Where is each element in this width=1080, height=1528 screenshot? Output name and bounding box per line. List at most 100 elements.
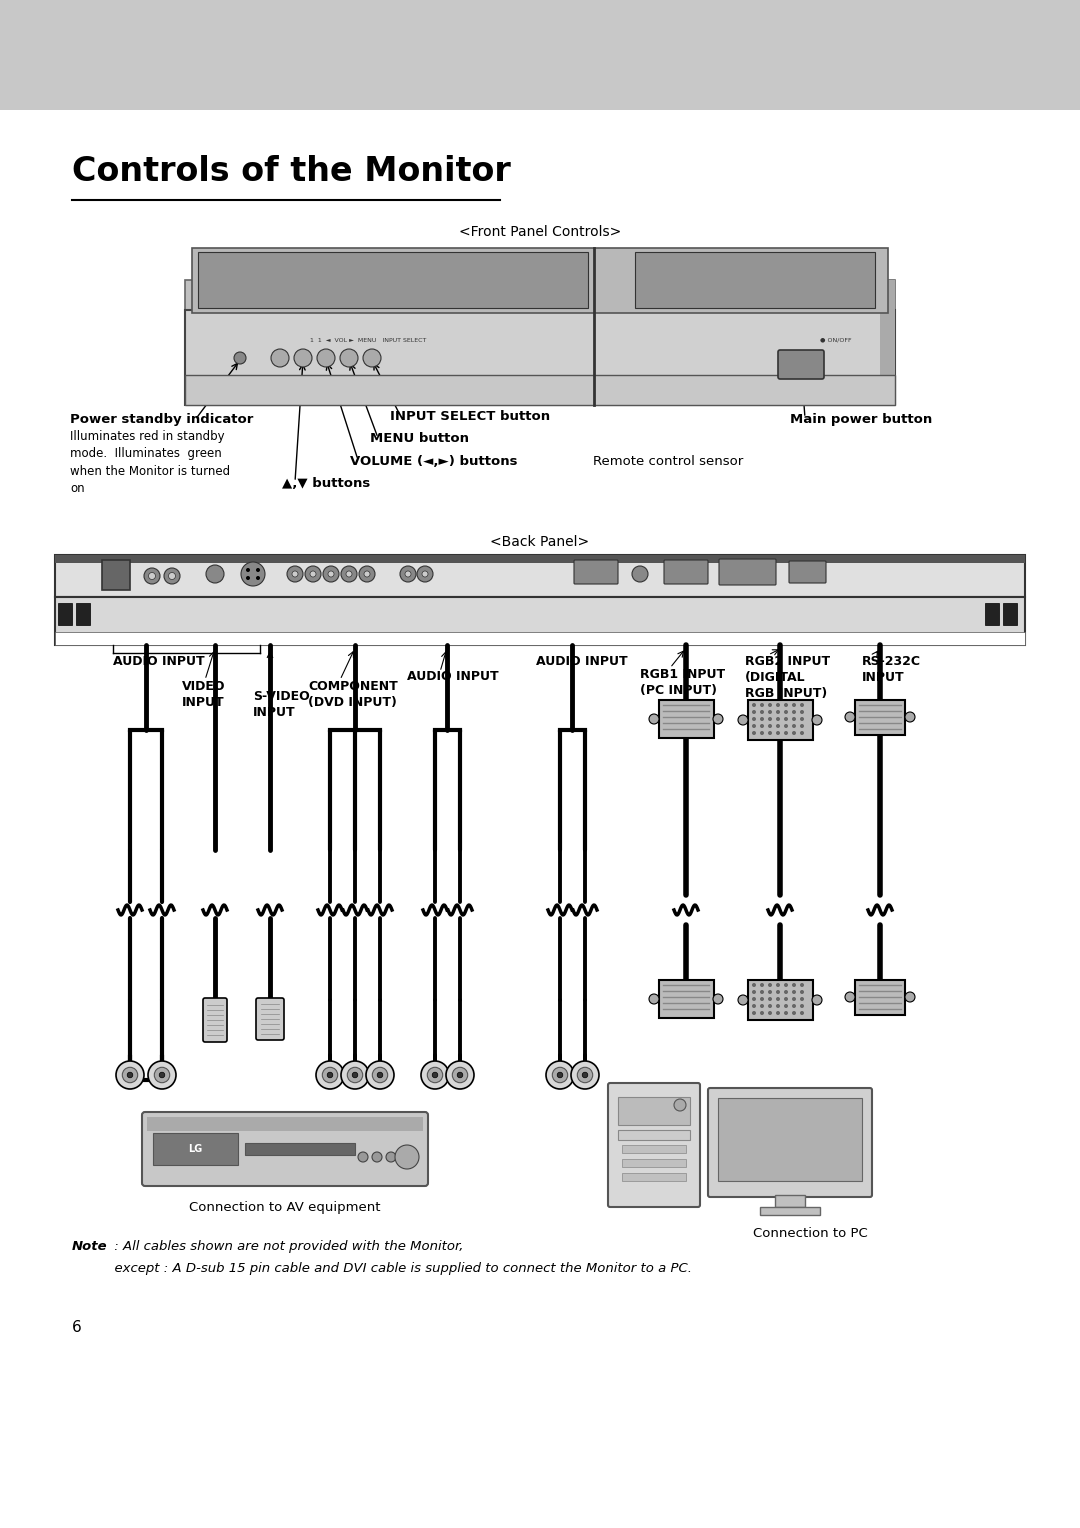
- Circle shape: [800, 996, 804, 1001]
- Circle shape: [632, 565, 648, 582]
- Circle shape: [768, 990, 772, 995]
- Circle shape: [777, 1004, 780, 1008]
- Bar: [618, 1131, 690, 1140]
- FancyBboxPatch shape: [719, 559, 777, 585]
- Text: LG: LG: [188, 1144, 202, 1154]
- Text: AUDIO INPUT: AUDIO INPUT: [113, 656, 204, 668]
- Circle shape: [546, 1060, 573, 1089]
- Bar: [880, 280, 895, 405]
- Circle shape: [760, 730, 764, 735]
- Circle shape: [800, 724, 804, 727]
- Circle shape: [457, 1073, 463, 1077]
- Circle shape: [428, 1067, 443, 1083]
- Circle shape: [552, 1067, 568, 1083]
- Text: Note: Note: [72, 1241, 108, 1253]
- Text: Connection to PC: Connection to PC: [753, 1227, 867, 1241]
- Circle shape: [246, 568, 249, 571]
- Circle shape: [287, 565, 303, 582]
- Circle shape: [752, 730, 756, 735]
- Circle shape: [784, 1004, 788, 1008]
- Circle shape: [395, 1144, 419, 1169]
- Circle shape: [777, 730, 780, 735]
- Circle shape: [800, 730, 804, 735]
- Circle shape: [154, 1067, 170, 1083]
- Circle shape: [557, 1073, 563, 1077]
- Circle shape: [377, 1073, 382, 1077]
- Circle shape: [792, 1012, 796, 1015]
- Circle shape: [372, 1152, 382, 1161]
- Text: Power standby indicator: Power standby indicator: [70, 413, 254, 426]
- Circle shape: [373, 1067, 388, 1083]
- Circle shape: [777, 1012, 780, 1015]
- Circle shape: [792, 730, 796, 735]
- Text: except : A D-sub 15 pin cable and DVI cable is supplied to connect the Monitor t: except : A D-sub 15 pin cable and DVI ca…: [72, 1262, 692, 1274]
- Circle shape: [792, 990, 796, 995]
- Circle shape: [768, 717, 772, 721]
- Text: RGB1 INPUT
(PC INPUT): RGB1 INPUT (PC INPUT): [640, 668, 725, 697]
- Circle shape: [768, 1004, 772, 1008]
- Circle shape: [792, 717, 796, 721]
- Text: Illuminates red in standby
mode.  Illuminates  green
when the Monitor is turned
: Illuminates red in standby mode. Illumin…: [70, 429, 230, 495]
- Text: VIDEO
INPUT: VIDEO INPUT: [183, 680, 226, 709]
- FancyBboxPatch shape: [245, 1143, 355, 1155]
- Circle shape: [800, 703, 804, 707]
- Bar: [622, 1174, 686, 1181]
- FancyBboxPatch shape: [664, 559, 708, 584]
- Circle shape: [738, 995, 748, 1005]
- Bar: [718, 1099, 862, 1181]
- Circle shape: [674, 1099, 686, 1111]
- Circle shape: [421, 1060, 449, 1089]
- Circle shape: [206, 565, 224, 584]
- Text: Remote control sensor: Remote control sensor: [593, 455, 743, 468]
- Circle shape: [800, 1012, 804, 1015]
- Text: S-VIDEO
INPUT: S-VIDEO INPUT: [253, 691, 310, 720]
- Circle shape: [341, 1060, 369, 1089]
- Circle shape: [323, 565, 339, 582]
- Circle shape: [271, 348, 289, 367]
- Circle shape: [777, 983, 780, 987]
- FancyBboxPatch shape: [778, 350, 824, 379]
- Circle shape: [800, 717, 804, 721]
- Text: ▲,▼ buttons: ▲,▼ buttons: [282, 477, 370, 490]
- Circle shape: [752, 1012, 756, 1015]
- Text: RS-232C
INPUT: RS-232C INPUT: [862, 656, 921, 685]
- FancyBboxPatch shape: [203, 998, 227, 1042]
- Circle shape: [359, 565, 375, 582]
- Circle shape: [352, 1073, 357, 1077]
- FancyBboxPatch shape: [855, 700, 905, 735]
- Circle shape: [234, 351, 246, 364]
- FancyBboxPatch shape: [659, 700, 714, 738]
- Circle shape: [294, 348, 312, 367]
- Circle shape: [777, 703, 780, 707]
- Bar: [1003, 604, 1017, 625]
- Circle shape: [322, 1067, 338, 1083]
- Circle shape: [784, 996, 788, 1001]
- Circle shape: [905, 712, 915, 723]
- Circle shape: [159, 1073, 165, 1077]
- Circle shape: [127, 1073, 133, 1077]
- Circle shape: [792, 724, 796, 727]
- Bar: [147, 1117, 423, 1131]
- Circle shape: [400, 565, 416, 582]
- Circle shape: [116, 1060, 144, 1089]
- Circle shape: [800, 990, 804, 995]
- Bar: [985, 604, 999, 625]
- Circle shape: [768, 1012, 772, 1015]
- Bar: [55, 597, 1025, 645]
- Circle shape: [792, 983, 796, 987]
- Bar: [192, 248, 888, 313]
- Circle shape: [784, 983, 788, 987]
- Circle shape: [760, 717, 764, 721]
- Text: 6: 6: [72, 1320, 82, 1335]
- Circle shape: [752, 990, 756, 995]
- Text: Controls of the Monitor: Controls of the Monitor: [72, 154, 511, 188]
- Text: COMPONENT
(DVD INPUT): COMPONENT (DVD INPUT): [308, 680, 397, 709]
- Bar: [618, 1097, 690, 1125]
- Text: <Back Panel>: <Back Panel>: [490, 535, 590, 549]
- Circle shape: [417, 565, 433, 582]
- Circle shape: [800, 983, 804, 987]
- Text: 1  1  ◄  VOL ►  MENU   INPUT SELECT: 1 1 ◄ VOL ► MENU INPUT SELECT: [310, 338, 427, 342]
- Circle shape: [752, 996, 756, 1001]
- Circle shape: [760, 990, 764, 995]
- Bar: [635, 252, 875, 309]
